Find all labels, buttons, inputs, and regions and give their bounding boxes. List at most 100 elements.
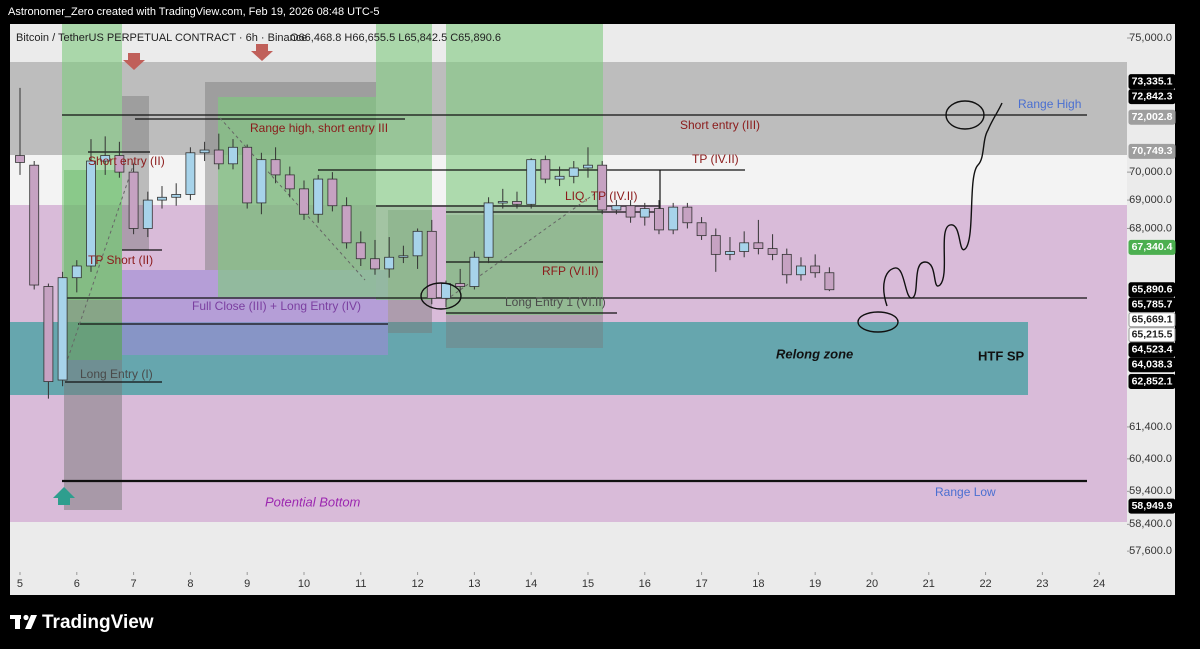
price-tag — [1128, 89, 1176, 105]
price-tag-label: 65,669.1 — [1132, 314, 1173, 326]
symbol-info: Bitcoin / TetherUS PERPETUAL CONTRACT · … — [16, 32, 307, 44]
candle-body — [824, 272, 835, 291]
candle-body — [696, 222, 707, 237]
annotation: Relong zone — [776, 346, 853, 361]
price-tag — [1128, 327, 1176, 343]
x-tick-label: 18 — [752, 578, 764, 590]
x-tick-label: 20 — [866, 578, 878, 590]
candle-body — [43, 286, 54, 382]
annotation: HTF SP — [978, 348, 1025, 363]
annotation: LIQ, TP (IV.II) — [565, 189, 637, 203]
price-tag-label: 64,038.3 — [1132, 359, 1173, 371]
candle-body — [611, 205, 622, 211]
x-tick-label: 14 — [525, 578, 537, 590]
x-tick-label: 19 — [809, 578, 821, 590]
x-tick-label: 12 — [411, 578, 423, 590]
price-tag — [1128, 143, 1176, 159]
candle-body — [710, 235, 721, 255]
annotation: Range Low — [935, 485, 996, 499]
price-tag-label: 62,852.1 — [1132, 375, 1173, 387]
circle-mark — [857, 311, 899, 333]
price-tag-label: 72,842.3 — [1132, 90, 1173, 102]
x-tick-label: 13 — [468, 578, 480, 590]
down-arrow — [251, 44, 273, 61]
y-tick-label: 58,400.0 — [1129, 518, 1172, 530]
candle-body — [341, 205, 352, 244]
y-tick-label: 57,600.0 — [1129, 545, 1172, 557]
y-tick-label: 75,000.0 — [1129, 32, 1172, 44]
x-tick-label: 10 — [298, 578, 310, 590]
brand: TradingView — [42, 612, 154, 633]
price-tag-label: 58,949.9 — [1132, 500, 1173, 512]
x-tick-label: 6 — [74, 578, 80, 590]
guide-line — [219, 117, 366, 281]
brand-logo — [10, 614, 37, 629]
candle-body — [15, 155, 25, 163]
x-tick-label: 8 — [187, 578, 193, 590]
y-tick-label: 69,000.0 — [1129, 194, 1172, 206]
candle-body — [270, 159, 281, 176]
y-tick-label: 59,400.0 — [1129, 485, 1172, 497]
x-tick-label: 7 — [131, 578, 137, 590]
candle-body — [57, 277, 68, 381]
candle-body — [398, 255, 409, 258]
candle-body — [497, 201, 508, 204]
x-tick-label: 15 — [582, 578, 594, 590]
price-tag — [1128, 297, 1176, 313]
candle-body — [299, 188, 309, 215]
x-tick-label: 5 — [17, 578, 23, 590]
price-tag — [1128, 239, 1176, 255]
x-tick-label: 11 — [355, 578, 366, 590]
candle-body — [228, 146, 238, 165]
price-tag — [1128, 282, 1176, 298]
candle-body — [29, 164, 40, 286]
price-tag-label: 70,749.3 — [1132, 145, 1173, 157]
candle-body — [639, 208, 650, 218]
x-tick-label: 17 — [695, 578, 707, 590]
candle-body — [526, 159, 537, 205]
annotation: Range high, short entry III — [250, 121, 388, 135]
price-tag-label: 73,335.1 — [1132, 75, 1173, 87]
logo-part — [23, 614, 29, 621]
candle-body — [370, 258, 380, 270]
x-tick-label: 24 — [1093, 578, 1105, 590]
price-tag — [1128, 498, 1176, 514]
price-tag-label: 65,890.6 — [1132, 284, 1173, 296]
annotation: RFP (VI.II) — [542, 264, 598, 278]
price-tag — [1128, 357, 1176, 373]
candle-body — [540, 159, 551, 180]
price-tag — [1128, 374, 1176, 390]
y-tick-label: 60,400.0 — [1129, 453, 1172, 465]
x-tick-label: 21 — [923, 578, 935, 590]
annotation: Range High — [1018, 97, 1081, 111]
candle-body — [483, 202, 494, 258]
candle-body — [142, 199, 153, 229]
candle-body — [682, 206, 693, 224]
price-tag-label: 65,215.5 — [1132, 329, 1173, 341]
candle-body — [767, 248, 778, 255]
candle-body — [242, 146, 253, 204]
candle-body — [284, 174, 295, 190]
annotation: TP Short (II) — [88, 253, 153, 267]
y-tick-label: 70,000.0 — [1129, 166, 1172, 178]
candle-body — [71, 265, 82, 279]
candle-body — [725, 251, 735, 255]
candle-body — [426, 230, 437, 299]
candle-body — [412, 230, 423, 257]
annotation: Full Close (III) + Long Entry (IV) — [192, 299, 361, 313]
level-lines — [62, 114, 1087, 483]
candle-body — [313, 178, 324, 215]
candle-body — [469, 256, 480, 287]
candle-body — [455, 283, 466, 287]
candle-body — [781, 253, 792, 276]
candle-body — [568, 167, 579, 177]
y-tick-label: 68,000.0 — [1129, 222, 1172, 234]
candle-body — [213, 149, 224, 165]
x-tick-label: 22 — [979, 578, 991, 590]
price-tag-label: 64,523.4 — [1132, 344, 1173, 356]
candle-body — [199, 149, 210, 154]
down-arrow — [123, 53, 145, 70]
candle-body — [753, 242, 764, 249]
